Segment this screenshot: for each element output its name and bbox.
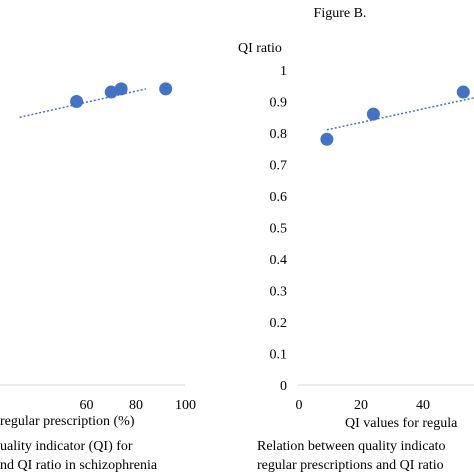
right-y-tick-label: 0: [280, 379, 287, 394]
left-data-point: [70, 95, 84, 108]
left-x-tick-label: 100: [175, 398, 196, 413]
right-y-tick-label: 0.7: [270, 159, 288, 174]
right-data-point: [366, 107, 380, 121]
left-data-point: [114, 82, 128, 96]
right-y-tick-labels: 0 0.1 0.2 0.3 0.4 0.5 0.6 0.7 0.8 0.9 1: [270, 64, 288, 394]
right-data-points: [320, 85, 470, 146]
right-y-tick-label: 0.6: [270, 190, 288, 205]
right-caption-line-2: regular prescriptions and QI ratio: [257, 458, 444, 473]
right-y-tick-label: 1: [280, 64, 287, 79]
left-data-point: [159, 82, 173, 96]
right-y-tick-label: 0.9: [270, 96, 288, 111]
right-trendline-segment: [326, 97, 474, 131]
left-x-tick-label: 60: [80, 398, 94, 413]
right-data-point: [456, 85, 470, 99]
right-y-tick-label: 0.3: [270, 285, 288, 300]
left-x-tick-labels: 60 80 100: [80, 398, 197, 413]
right-y-tick-label: 0.2: [270, 316, 288, 331]
figure-b-label: Figure B.: [314, 6, 367, 21]
left-caption-line-2: nd QI ratio in schizophrenia: [0, 458, 158, 473]
left-chart: 60 80 100 regular prescription (%) uality …: [0, 82, 196, 473]
right-y-axis-label: QI ratio: [238, 41, 282, 56]
right-y-tick-label: 0.8: [270, 127, 288, 142]
left-data-points: [70, 82, 173, 108]
left-caption-line-1: uality indicator (QI) for: [0, 439, 133, 454]
right-caption-line-1: Relation between quality indicato: [257, 439, 446, 454]
right-y-tick-label: 0.1: [270, 348, 288, 363]
right-trendline: [326, 97, 474, 131]
right-x-axis-label: QI values for regula: [345, 416, 458, 431]
right-y-tick-label: 0.4: [270, 253, 288, 268]
right-x-tick-label: 20: [354, 398, 368, 413]
right-data-point: [320, 132, 334, 146]
right-y-tick-label: 0.5: [270, 222, 288, 237]
left-x-tick-label: 80: [129, 398, 143, 413]
left-data-point: [104, 85, 118, 99]
right-x-tick-labels: 0 20 40: [296, 398, 431, 413]
right-x-tick-label: 0: [296, 398, 303, 413]
left-x-axis-label: regular prescription (%): [0, 414, 135, 429]
right-x-tick-label: 40: [416, 398, 430, 413]
right-chart: QI ratio 0 0.1 0.2 0.3 0.4 0.5 0.6 0.7 0.8 0.9 1 0…: [238, 41, 474, 473]
